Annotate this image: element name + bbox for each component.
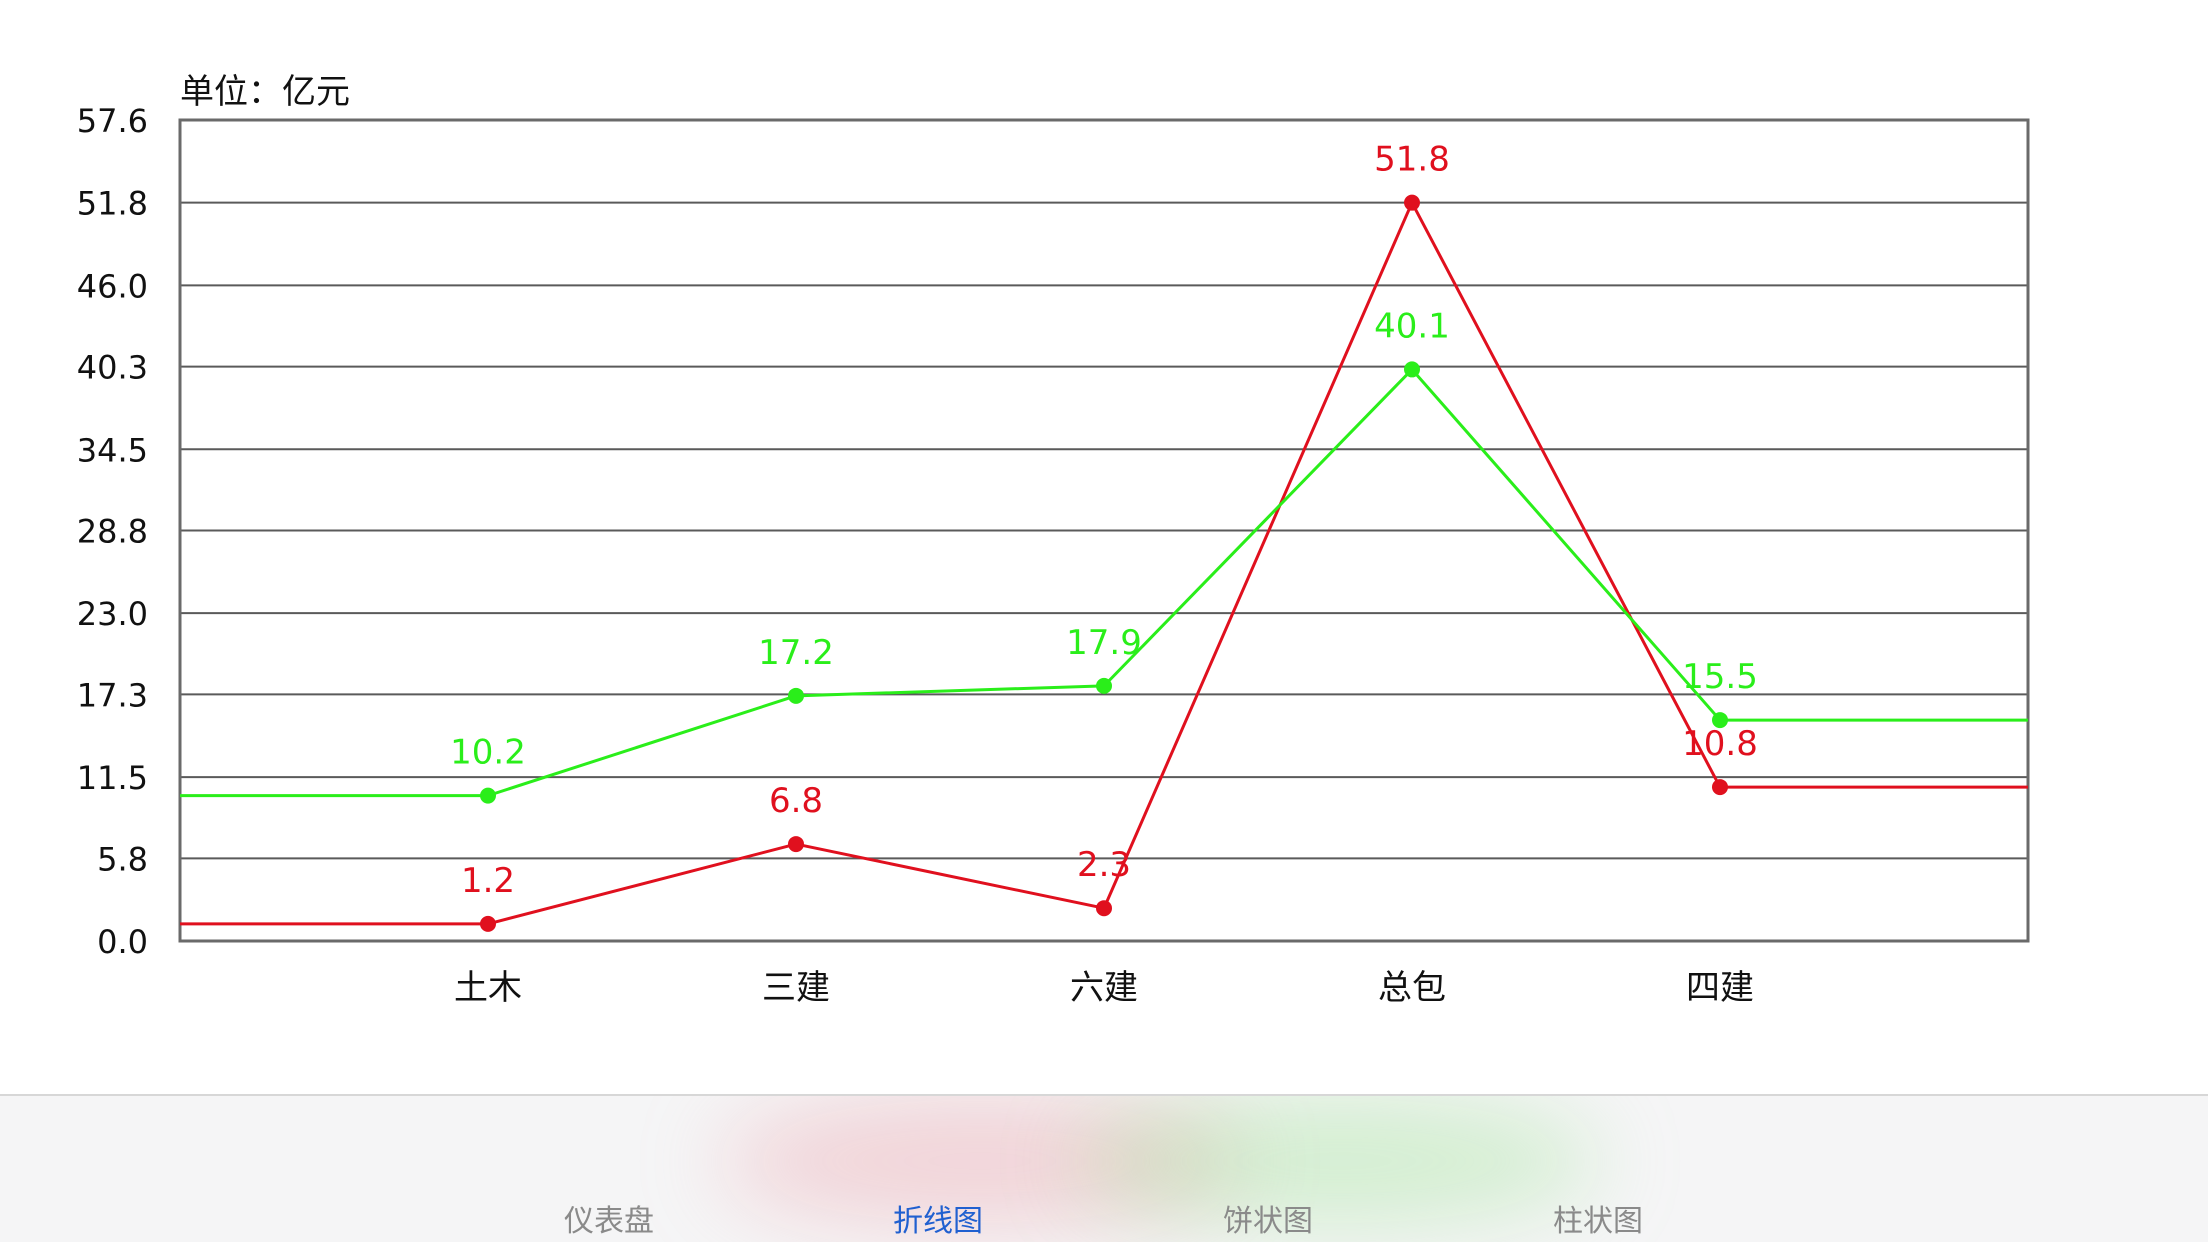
tab-pie-chart[interactable]: 饼状图 (1223, 1204, 1313, 1239)
data-point (480, 915, 496, 932)
data-label: 40.1 (1374, 306, 1450, 346)
data-label: 51.8 (1374, 140, 1450, 180)
x-tick-label: 总包 (1378, 968, 1446, 1008)
x-tick-label: 土木 (454, 968, 522, 1008)
tab-dashboard[interactable]: 仪表盘 (564, 1204, 654, 1239)
plot-frame (178, 118, 2030, 943)
data-label: 1.2 (461, 861, 515, 901)
data-point (1712, 712, 1728, 729)
x-tick-label: 六建 (1070, 968, 1138, 1008)
x-tick-label: 三建 (762, 968, 830, 1008)
data-point (1712, 779, 1728, 796)
y-tick-label: 28.8 (77, 513, 148, 551)
data-point (480, 787, 496, 804)
data-label: 6.8 (769, 781, 823, 821)
y-tick-label: 5.8 (97, 840, 148, 878)
tab-bar-chart[interactable]: 柱状图 (1553, 1204, 1643, 1239)
tab-bar-glow-green (1080, 1096, 1600, 1226)
data-label: 10.2 (450, 733, 526, 773)
y-tick-label: 51.8 (77, 185, 148, 223)
data-point (1404, 361, 1420, 378)
data-label: 10.8 (1682, 724, 1758, 764)
tab-bar-glow-red (720, 1096, 1240, 1226)
y-axis-ticks: 0.0 5.8 11.5 17.3 23.0 28.8 34.5 40.3 46.0 51.8 57… (77, 102, 148, 961)
y-tick-label: 23.0 (77, 595, 148, 633)
y-tick-label: 46.0 (77, 267, 148, 305)
tab-line-chart[interactable]: 折线图 (893, 1204, 983, 1239)
data-label: 17.9 (1066, 623, 1142, 663)
data-label: 17.2 (758, 633, 834, 673)
x-tick-label: 四建 (1686, 968, 1754, 1008)
data-point (788, 836, 804, 853)
data-point (1404, 194, 1420, 211)
data-label: 2.3 (1077, 845, 1131, 885)
line-chart: 0.0 5.8 11.5 17.3 23.0 28.8 34.5 40.3 46.0 51.8 57… (77, 72, 2030, 1008)
unit-label: 单位：亿元 (180, 72, 350, 112)
data-point (1096, 677, 1112, 694)
y-tick-label: 17.3 (77, 676, 148, 714)
data-label: 15.5 (1682, 657, 1758, 697)
y-tick-label: 34.5 (77, 431, 148, 469)
y-tick-label: 0.0 (97, 923, 148, 961)
y-tick-label: 57.6 (77, 102, 148, 140)
data-point (788, 687, 804, 704)
y-tick-label: 40.3 (77, 349, 148, 387)
series-line-0 (180, 201, 2028, 926)
grid-lines (180, 119, 2028, 942)
plot-border (178, 118, 2030, 943)
series-layer (180, 194, 2028, 932)
x-axis-ticks: 土木 三建 六建 总包 四建 (454, 968, 1754, 1008)
y-tick-label: 11.5 (77, 759, 148, 797)
data-point (1096, 900, 1112, 917)
data-labels: 1.2 6.8 2.3 51.8 10.8 10.2 17.2 17.9 40.1 15.5 (450, 140, 1758, 901)
tab-bar: 仪表盘 折线图 饼状图 柱状图 (0, 1094, 2208, 1242)
